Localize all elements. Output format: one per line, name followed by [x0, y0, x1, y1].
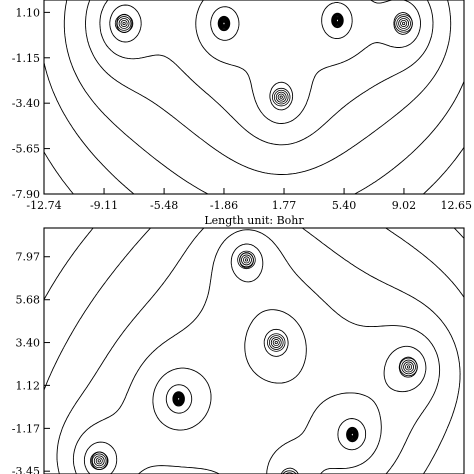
- top-plot-frame: [43, 0, 465, 195]
- heavy-nucleus-peak: [346, 426, 359, 443]
- top-nuclear-peaks: [114, 12, 413, 107]
- contour-level-2: [109, 0, 421, 124]
- bottom-nuclear-peaks: [90, 250, 418, 474]
- contour-level-3: [72, 229, 441, 474]
- contour-level-7: [44, 151, 74, 194]
- light-nucleus-peak: [272, 87, 291, 107]
- contour-level-6: [44, 62, 464, 194]
- light-nucleus-peak: [399, 357, 418, 377]
- y-tick-label: -1.17: [12, 422, 40, 435]
- light-nucleus-peak: [114, 14, 134, 33]
- heavy-nucleus-peak: [331, 12, 344, 29]
- y-tick-label: -5.65: [12, 143, 40, 156]
- x-tick-label: -1.86: [210, 199, 238, 212]
- x-tick-label: -12.74: [26, 199, 61, 212]
- contour-level-4: [85, 0, 452, 175]
- light-nucleus-peak: [90, 451, 109, 471]
- x-tick-label: 12.65: [441, 199, 473, 212]
- y-tick-label: 3.40: [16, 337, 41, 350]
- y-tick-label: 7.97: [16, 251, 41, 264]
- y-tick-label: 1.10: [16, 6, 41, 19]
- top-x-axis: -12.74 -9.11 -5.48 -1.86 1.77 5.40 9.02 12.65: [26, 188, 472, 212]
- light-nucleus-peak: [282, 470, 297, 474]
- y-tick-label: -1.15: [12, 52, 40, 65]
- y-tick-label: 5.68: [16, 294, 41, 307]
- heavy-nucleus-peak: [172, 391, 185, 407]
- contour-level-2: [83, 243, 427, 474]
- light-nucleus-peak: [267, 333, 286, 352]
- contour-level-3: [99, 0, 434, 146]
- contour-level-4: [56, 228, 461, 474]
- light-nucleus-peak: [394, 14, 413, 33]
- contour-level-5: [44, 228, 464, 391]
- x-tick-label: 5.40: [332, 199, 357, 212]
- y-tick-label: -3.40: [12, 97, 40, 110]
- x-tick-label: 9.02: [392, 199, 417, 212]
- heavy-nucleus-peak: [217, 15, 231, 32]
- top-y-axis: 1.10 -1.15 -3.40 -5.65 -7.90: [12, 6, 50, 201]
- bottom-y-axis: 7.97 5.68 3.40 1.12 -1.17 -3.45: [12, 251, 50, 474]
- bottom-contour-plot: 7.97 5.68 3.40 1.12 -1.17 -3.45: [12, 227, 465, 474]
- contour-level-1: [91, 252, 418, 474]
- y-tick-label: -7.90: [12, 188, 40, 201]
- x-tick-label: -9.11: [90, 199, 118, 212]
- y-tick-label: -3.45: [12, 465, 40, 474]
- bottom-plot-frame: [43, 227, 465, 474]
- top-contour-lines: [44, 0, 464, 194]
- contour-level-5: [63, 0, 464, 194]
- top-contour-plot: 1.10 -1.15 -3.40 -5.65 -7.90 -12.74 -9.11 -5.4…: [12, 0, 472, 227]
- x-tick-label: 1.77: [272, 199, 297, 212]
- x-tick-label: -5.48: [150, 199, 178, 212]
- top-x-axis-label: Length unit: Bohr: [204, 214, 304, 227]
- y-tick-label: 1.12: [16, 379, 41, 392]
- light-nucleus-peak: [237, 250, 256, 270]
